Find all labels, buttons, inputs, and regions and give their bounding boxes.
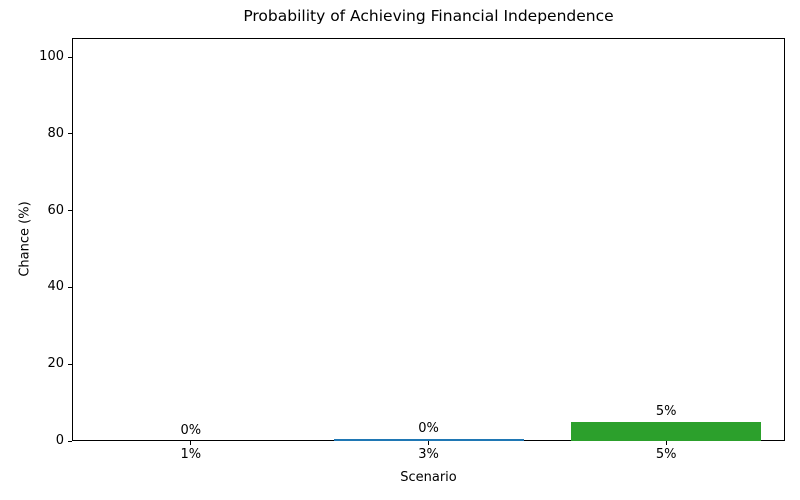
y-tick-mark bbox=[68, 286, 72, 288]
x-tick-label: 1% bbox=[180, 447, 202, 462]
x-tick-mark bbox=[665, 441, 667, 445]
y-tick-mark bbox=[68, 210, 72, 212]
x-tick-label: 3% bbox=[418, 447, 439, 462]
x-tick-label: 5% bbox=[655, 447, 677, 462]
y-tick-label: 60 bbox=[47, 202, 64, 218]
plot-area bbox=[72, 38, 785, 441]
y-tick-mark bbox=[68, 440, 72, 442]
chart-title: Probability of Achieving Financial Indep… bbox=[243, 7, 614, 25]
y-tick-label: 0 bbox=[55, 433, 64, 448]
y-tick-label: 80 bbox=[47, 125, 64, 141]
y-tick-mark bbox=[68, 363, 72, 365]
y-tick-label: 20 bbox=[47, 356, 64, 372]
y-tick-label: 40 bbox=[47, 279, 64, 295]
x-axis-label: Scenario bbox=[400, 470, 457, 485]
y-tick-mark bbox=[68, 133, 72, 135]
bar bbox=[571, 422, 761, 441]
bar-value-label: 5% bbox=[655, 404, 677, 419]
bar-value-label: 0% bbox=[180, 423, 202, 438]
x-tick-mark bbox=[428, 441, 429, 445]
bar-value-label: 0% bbox=[418, 421, 439, 436]
x-tick-mark bbox=[190, 441, 192, 445]
y-tick-mark bbox=[68, 56, 72, 58]
y-tick-label: 100 bbox=[39, 49, 64, 65]
bar bbox=[334, 439, 524, 441]
